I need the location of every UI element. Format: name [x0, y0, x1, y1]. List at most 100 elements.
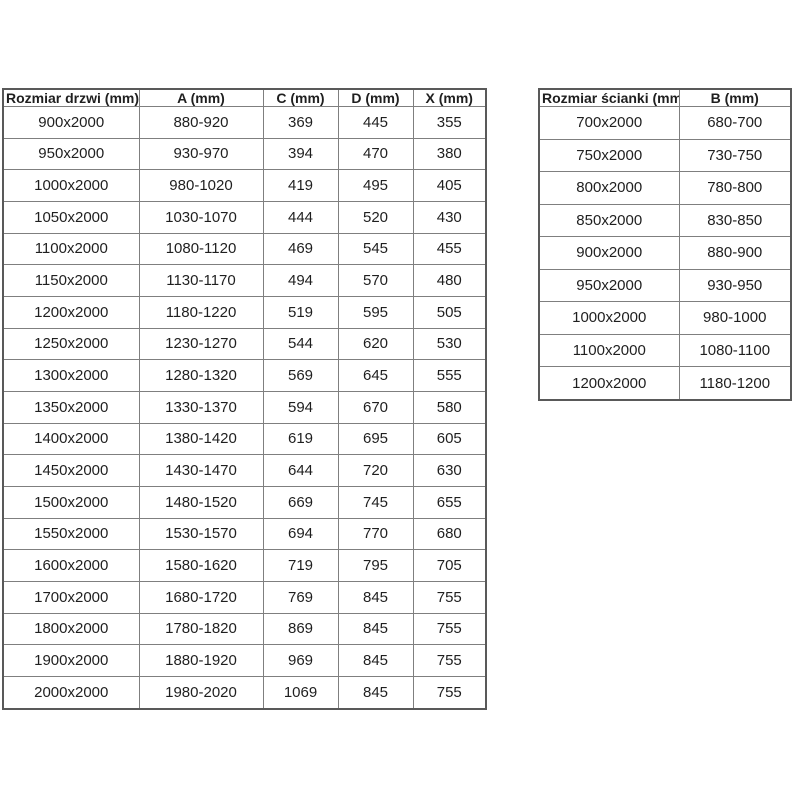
table-cell: 770: [337, 517, 414, 551]
table-row: 1450x2000 1430-1470 644 720 630: [2, 454, 487, 487]
table-cell: 680-700: [678, 106, 792, 140]
table-cell: 1580-1620: [138, 549, 264, 582]
table-cell: 730-750: [678, 138, 792, 172]
table-cell: 980-1020: [138, 169, 264, 202]
table-cell: 769: [262, 580, 339, 614]
table-cell: 1380-1420: [138, 422, 264, 456]
table-cell: 795: [337, 549, 414, 582]
table-cell: 1600x2000: [2, 549, 140, 582]
table-cell: 505: [412, 295, 487, 329]
door-sizes-table-body: 900x2000 880-920 369 445 355 950x2000 930-970 3…: [2, 106, 487, 710]
table-cell: 569: [262, 359, 339, 392]
table-cell: 1880-1920: [138, 644, 264, 677]
table-cell: 845: [337, 644, 414, 677]
table-cell: 1780-1820: [138, 612, 264, 646]
table-cell: 655: [412, 485, 487, 519]
table-cell: 570: [337, 264, 414, 297]
wall-sizes-header-row: Rozmiar ścianki (mm) B (mm): [538, 88, 792, 107]
table-cell: 845: [337, 580, 414, 614]
table-row: 1800x2000 1780-1820 869 845 755: [2, 612, 487, 646]
table-cell: 1400x2000: [2, 422, 140, 456]
table-cell: 930-950: [678, 268, 792, 302]
table-cell: 1350x2000: [2, 390, 140, 424]
table-cell: 480: [412, 264, 487, 297]
wall-sizes-table-body: 700x2000 680-700 750x2000 730-750 800x2000 78…: [538, 106, 792, 401]
column-header: C (mm): [262, 88, 339, 107]
table-cell: 755: [412, 580, 487, 614]
table-cell: 1180-1220: [138, 295, 264, 329]
table-cell: 405: [412, 169, 487, 202]
table-row: 850x2000 830-850: [538, 203, 792, 237]
table-cell: 1900x2000: [2, 644, 140, 677]
table-cell: 1500x2000: [2, 485, 140, 519]
table-cell: 1050x2000: [2, 200, 140, 234]
table-cell: 880-920: [138, 106, 264, 139]
table-cell: 969: [262, 644, 339, 677]
table-cell: 1430-1470: [138, 454, 264, 487]
table-cell: 495: [337, 169, 414, 202]
column-header: B (mm): [678, 88, 792, 107]
table-row: 1000x2000 980-1000: [538, 301, 792, 335]
table-row: 1700x2000 1680-1720 769 845 755: [2, 580, 487, 614]
table-row: 1500x2000 1480-1520 669 745 655: [2, 485, 487, 519]
table-row: 900x2000 880-900: [538, 236, 792, 270]
table-cell: 620: [337, 327, 414, 361]
table-cell: 1180-1200: [678, 366, 792, 401]
door-sizes-header-row: Rozmiar drzwi (mm) A (mm) C (mm) D (mm) X (m…: [2, 88, 487, 107]
table-cell: 470: [337, 137, 414, 171]
column-header: D (mm): [337, 88, 414, 107]
table-cell: 719: [262, 549, 339, 582]
table-cell: 419: [262, 169, 339, 202]
table-cell: 720: [337, 454, 414, 487]
table-cell: 780-800: [678, 171, 792, 205]
column-header: Rozmiar drzwi (mm): [2, 88, 140, 107]
table-cell: 469: [262, 232, 339, 266]
table-row: 900x2000 880-920 369 445 355: [2, 106, 487, 139]
table-row: 1300x2000 1280-1320 569 645 555: [2, 359, 487, 392]
table-cell: 394: [262, 137, 339, 171]
table-cell: 444: [262, 200, 339, 234]
table-cell: 845: [337, 675, 414, 710]
table-cell: 355: [412, 106, 487, 139]
table-cell: 530: [412, 327, 487, 361]
column-header: Rozmiar ścianki (mm): [538, 88, 680, 107]
table-row: 1350x2000 1330-1370 594 670 580: [2, 390, 487, 424]
table-cell: 705: [412, 549, 487, 582]
table-row: 1100x2000 1080-1100: [538, 333, 792, 367]
table-cell: 544: [262, 327, 339, 361]
table-cell: 520: [337, 200, 414, 234]
table-cell: 1080-1120: [138, 232, 264, 266]
table-cell: 605: [412, 422, 487, 456]
table-cell: 755: [412, 612, 487, 646]
table-row: 950x2000 930-950: [538, 268, 792, 302]
table-cell: 619: [262, 422, 339, 456]
table-cell: 1069: [262, 675, 339, 710]
wall-sizes-table: Rozmiar ścianki (mm) B (mm) 700x2000 680-7…: [538, 88, 792, 401]
table-cell: 1150x2000: [2, 264, 140, 297]
table-cell: 1130-1170: [138, 264, 264, 297]
table-cell: 1680-1720: [138, 580, 264, 614]
table-row: 1050x2000 1030-1070 444 520 430: [2, 200, 487, 234]
table-row: 950x2000 930-970 394 470 380: [2, 137, 487, 171]
table-row: 750x2000 730-750: [538, 138, 792, 172]
table-cell: 1200x2000: [2, 295, 140, 329]
table-cell: 1200x2000: [538, 366, 680, 401]
table-cell: 645: [337, 359, 414, 392]
table-cell: 1980-2020: [138, 675, 264, 710]
table-cell: 1230-1270: [138, 327, 264, 361]
table-cell: 430: [412, 200, 487, 234]
table-row: 1600x2000 1580-1620 719 795 705: [2, 549, 487, 582]
table-cell: 880-900: [678, 236, 792, 270]
table-cell: 644: [262, 454, 339, 487]
table-row: 1200x2000 1180-1220 519 595 505: [2, 295, 487, 329]
table-cell: 1100x2000: [538, 333, 680, 367]
table-cell: 1530-1570: [138, 517, 264, 551]
table-row: 1400x2000 1380-1420 619 695 605: [2, 422, 487, 456]
table-cell: 850x2000: [538, 203, 680, 237]
table-cell: 1100x2000: [2, 232, 140, 266]
table-cell: 680: [412, 517, 487, 551]
table-row: 800x2000 780-800: [538, 171, 792, 205]
table-cell: 580: [412, 390, 487, 424]
table-cell: 1000x2000: [538, 301, 680, 335]
